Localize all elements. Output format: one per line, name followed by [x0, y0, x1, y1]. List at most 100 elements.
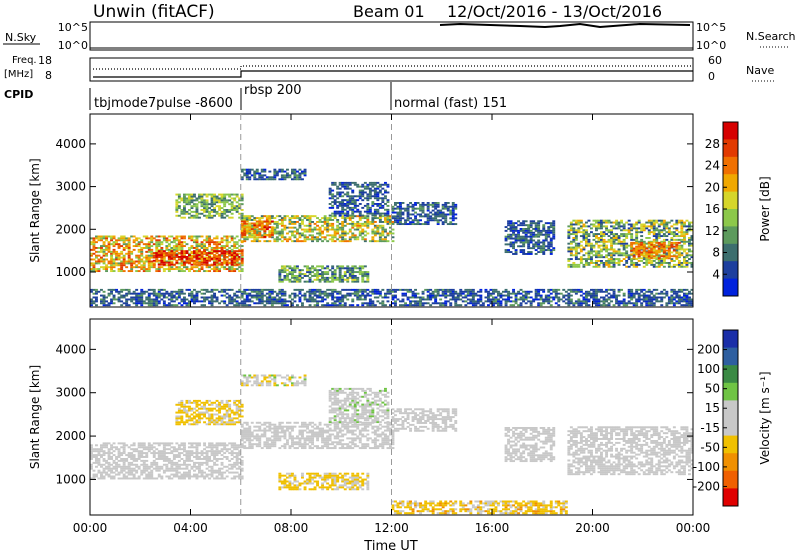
power-cell [343, 302, 347, 305]
power-cell [243, 292, 247, 295]
power-cell [152, 243, 156, 246]
power-cell [233, 199, 237, 202]
power-cell [341, 224, 345, 227]
power-cell [190, 207, 194, 210]
power-cell [642, 292, 646, 295]
power-cell [595, 256, 598, 259]
power-cell [411, 294, 415, 297]
power-cell [155, 300, 159, 303]
power-cell [122, 241, 126, 244]
power-cell [200, 205, 204, 208]
power-cell [373, 234, 377, 237]
power-cell [311, 280, 315, 283]
power-cell [595, 219, 598, 222]
power-cell [597, 300, 601, 303]
power-cell [389, 288, 392, 291]
power-cell [195, 248, 199, 251]
power-cell [569, 227, 573, 230]
power-cell [431, 294, 435, 297]
power-cell [431, 296, 435, 299]
power-cell [233, 209, 237, 211]
power-cell [318, 296, 322, 299]
power-cell [662, 219, 666, 222]
power-cell [640, 229, 644, 232]
power-cell [336, 300, 340, 303]
power-cell [394, 203, 397, 206]
power-cell [391, 294, 395, 297]
power-cell [255, 224, 259, 227]
power-cell [363, 197, 367, 200]
power-cell [301, 222, 304, 225]
power-cell [507, 298, 511, 301]
power-cell [411, 207, 415, 210]
power-cell [358, 294, 362, 297]
power-cell [366, 208, 370, 211]
power-cell [180, 270, 184, 273]
power-cell [590, 292, 593, 295]
power-cell [522, 220, 526, 223]
power-cell [652, 227, 656, 230]
power-cell [331, 195, 335, 198]
power-cell [630, 263, 634, 266]
power-cell [610, 244, 614, 247]
power-cell [308, 278, 312, 281]
power-cell [253, 224, 257, 227]
power-cell [577, 246, 581, 249]
power-cell [670, 245, 674, 248]
power-cell [600, 296, 603, 299]
power-cell [190, 193, 194, 196]
power-cell [657, 262, 661, 264]
power-cell [524, 253, 528, 255]
power-cell [137, 292, 141, 295]
power-cell [338, 210, 342, 213]
power-cell [652, 235, 656, 238]
power-cell [228, 268, 232, 271]
power-cell [265, 222, 269, 225]
power-cell [414, 294, 418, 297]
power-cell [635, 229, 639, 232]
power-cell [258, 172, 262, 175]
power-cell [110, 260, 114, 263]
power-cell [461, 296, 465, 299]
power-cell [92, 270, 96, 273]
power-cell [371, 290, 375, 293]
power-cell [489, 288, 493, 291]
power-cell [655, 265, 659, 268]
power-cell [205, 203, 209, 206]
power-cell [177, 239, 181, 242]
power-cell [449, 205, 453, 208]
power-cell [291, 273, 294, 276]
power-cell [208, 241, 212, 244]
power-cell [464, 296, 468, 299]
power-cell [657, 300, 661, 303]
power-cell [210, 248, 214, 251]
power-cell [283, 217, 287, 220]
power-cell [685, 260, 689, 262]
power-cell [617, 227, 621, 230]
power-cell [650, 300, 654, 303]
power-cell [120, 250, 124, 253]
power-cell [122, 254, 126, 257]
power-cell [569, 258, 573, 261]
power-cell [675, 250, 679, 253]
power-cell [205, 201, 209, 204]
power-cell [607, 254, 611, 257]
power-cell [318, 273, 322, 276]
power-cell [321, 300, 325, 303]
power-cell [670, 241, 674, 244]
power-cell [293, 226, 297, 229]
power-cell [419, 213, 423, 216]
power-cell [414, 288, 418, 291]
power-cell [195, 300, 199, 303]
power-cell [137, 302, 141, 305]
power-cell [286, 240, 289, 243]
power-cell [112, 243, 116, 246]
power-cell [529, 229, 533, 232]
power-cell [366, 292, 370, 295]
power-cell [552, 235, 556, 238]
power-cell [341, 217, 345, 220]
power-cell [667, 255, 671, 258]
power-cell [278, 170, 282, 173]
power-cell [602, 302, 606, 305]
